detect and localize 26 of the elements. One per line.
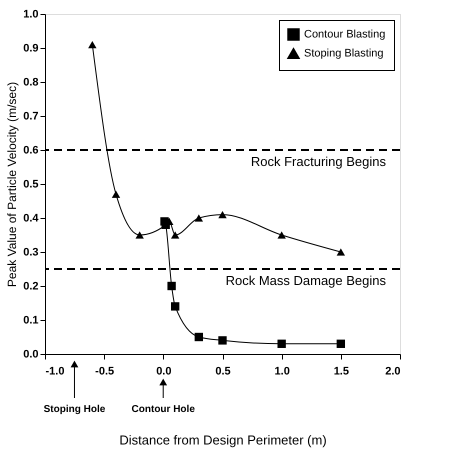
x-tick-label: 1.0: [274, 366, 290, 378]
x-axis-title: Distance from Design Perimeter (m): [119, 432, 327, 448]
legend-label: Contour Blasting: [304, 28, 386, 40]
y-tick-label: 0.2: [23, 280, 38, 292]
x-tick-label: 2.0: [385, 366, 400, 378]
x-tick-label: 0.5: [215, 366, 231, 378]
text: Stoping Hole: [44, 404, 106, 415]
y-tick-label: 1.0: [23, 8, 38, 20]
y-tick-label: 0.6: [23, 144, 38, 156]
x-tick-label: 1.5: [334, 366, 349, 378]
text: Contour Hole: [132, 404, 196, 415]
y-tick-label: 0.1: [23, 314, 38, 326]
y-tick-label: 0.9: [23, 42, 38, 54]
x-tick-label: -1.0: [46, 366, 64, 378]
x-tick-label: 0.0: [156, 366, 172, 378]
y-tick-label: 0.0: [23, 348, 38, 360]
y-tick-label: 0.8: [23, 76, 38, 88]
x-tick-label: -0.5: [95, 366, 114, 378]
ref-line-label: Rock Mass Damage Begins: [226, 273, 386, 288]
y-tick-label: 0.7: [23, 110, 38, 122]
y-tick-label: 0.3: [23, 246, 38, 258]
y-axis-title: Peak Value of Particle Velocity (m/sec): [5, 82, 20, 288]
ref-line-label: Rock Fracturing Begins: [250, 154, 386, 169]
y-tick-label: 0.4: [23, 212, 40, 224]
legend-label: Stoping Blasting: [304, 48, 384, 60]
y-tick-label: 0.5: [23, 178, 38, 190]
